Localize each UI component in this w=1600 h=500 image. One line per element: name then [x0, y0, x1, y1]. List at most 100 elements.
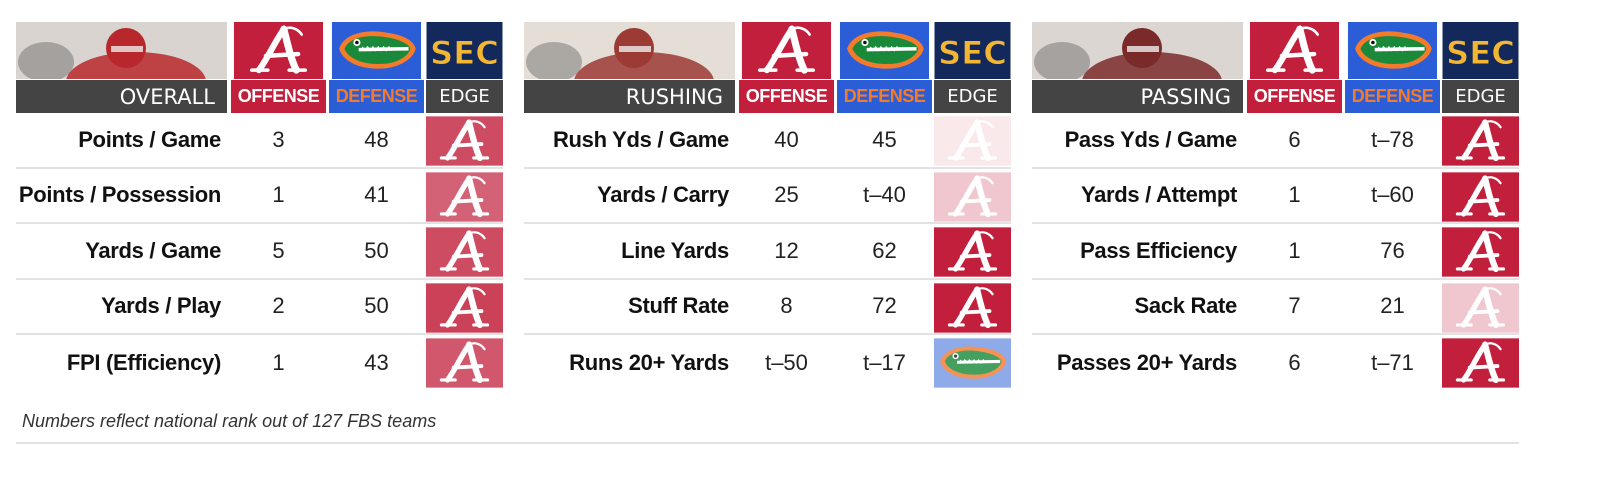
offense-rank: 1	[1288, 182, 1301, 208]
table-row: Line Yards 12 62	[524, 224, 1011, 280]
offense-rank: 6	[1288, 349, 1301, 375]
edge-alabama-icon	[934, 227, 1011, 277]
edge-alabama-icon	[1442, 227, 1519, 277]
header-row: PASSING OFFENSE DEFENSE EDGE	[1032, 80, 1519, 113]
offense-rank: 1	[272, 349, 285, 375]
defense-rank: 43	[364, 349, 389, 375]
offense-rank: 6	[1288, 126, 1301, 152]
sec-logo-icon: SEC	[1442, 22, 1519, 79]
rushing-panel: SEC RUSHING OFFENSE DEFENSE EDGE Rush Yd…	[524, 22, 1011, 391]
stat-label: Points / Possession	[18, 182, 221, 208]
florida-gator-logo-icon	[1345, 22, 1440, 79]
defense-rank: t–40	[863, 182, 906, 208]
edge-alabama-icon	[934, 171, 1011, 222]
table-row: Sack Rate 7 21	[1032, 280, 1519, 335]
edge-alabama-icon	[934, 116, 1011, 166]
defense-rank: 50	[364, 237, 389, 263]
player-photo	[524, 22, 735, 79]
table-row: Rush Yds / Game 40 45	[524, 113, 1011, 169]
defense-rank: 50	[364, 293, 389, 319]
edge-alabama-icon	[426, 171, 503, 222]
defense-rank: t–78	[1371, 126, 1414, 152]
panel-title: PASSING	[1032, 80, 1243, 113]
defense-rank: 41	[364, 182, 389, 208]
table-row: Yards / Play 2 50	[16, 280, 503, 335]
header-row: RUSHING OFFENSE DEFENSE EDGE	[524, 80, 1011, 113]
edge-alabama-icon	[426, 227, 503, 277]
panel-title: RUSHING	[524, 80, 735, 113]
header-row: OVERALL OFFENSE DEFENSE EDGE	[16, 80, 503, 113]
table-row: Pass Yds / Game 6 t–78	[1032, 113, 1519, 169]
stat-rows: Rush Yds / Game 40 45 Yards / Carry 25 t–40 Li…	[524, 113, 1011, 391]
offense-rank: 1	[272, 182, 285, 208]
defense-rank: 21	[1380, 293, 1405, 319]
stat-label: Sack Rate	[1134, 293, 1238, 319]
offense-rank: 3	[272, 126, 285, 152]
defense-header: DEFENSE	[329, 80, 424, 113]
table-row: Passes 20+ Yards 6 t–71	[1032, 335, 1519, 391]
defense-rank: t–71	[1371, 349, 1414, 375]
table-row: Yards / Game 5 50	[16, 224, 503, 280]
svg-text:SEC: SEC	[1446, 34, 1515, 72]
edge-alabama-icon	[1442, 116, 1519, 166]
table-row: Stuff Rate 8 72	[524, 280, 1011, 335]
logo-row: SEC	[524, 22, 1011, 79]
florida-gator-logo-icon	[837, 22, 932, 79]
stat-label: Rush Yds / Game	[552, 126, 729, 152]
stat-label: Yards / Play	[101, 293, 221, 319]
defense-rank: 48	[364, 126, 389, 152]
table-row: Yards / Attempt 1 t–60	[1032, 169, 1519, 224]
player-photo	[1032, 22, 1243, 79]
defense-rank: 76	[1380, 237, 1405, 263]
alabama-logo-icon	[231, 22, 326, 79]
alabama-logo-icon	[739, 22, 834, 79]
defense-rank: t–17	[863, 349, 906, 375]
table-row: Runs 20+ Yards t–50 t–17	[524, 335, 1011, 391]
stat-rows: Points / Game 3 48 Points / Possession 1 41 Ya…	[16, 113, 503, 391]
table-row: Points / Possession 1 41	[16, 169, 503, 224]
edge-florida-icon	[934, 338, 1011, 388]
stat-label: Pass Yds / Game	[1064, 126, 1238, 152]
stat-label: Stuff Rate	[628, 293, 729, 319]
defense-rank: 62	[872, 237, 897, 263]
edge-alabama-icon	[426, 338, 503, 388]
passing-panel: SEC PASSING OFFENSE DEFENSE EDGE Pass Yd…	[1032, 22, 1519, 391]
offense-rank: t–50	[765, 349, 808, 375]
table-row: Yards / Carry 25 t–40	[524, 169, 1011, 224]
stat-label: Pass Efficiency	[1080, 237, 1237, 263]
florida-gator-logo-icon	[329, 22, 424, 79]
offense-rank: 1	[1288, 237, 1301, 263]
defense-header: DEFENSE	[1345, 80, 1440, 113]
footnote: Numbers reflect national rank out of 127…	[22, 411, 437, 431]
panel-title: OVERALL	[16, 80, 227, 113]
offense-rank: 12	[774, 237, 799, 263]
overall-panel: SEC OVERALL OFFENSE DEFENSE EDGE Points …	[16, 22, 503, 391]
offense-header: OFFENSE	[231, 80, 326, 113]
offense-rank: 40	[774, 126, 799, 152]
offense-rank: 2	[272, 293, 285, 319]
stat-label: Passes 20+ Yards	[1056, 349, 1237, 375]
stat-label: FPI (Efficiency)	[66, 349, 221, 375]
edge-alabama-icon	[1442, 171, 1519, 222]
stat-label: Yards / Carry	[597, 182, 729, 208]
edge-alabama-icon	[426, 116, 503, 166]
defense-header: DEFENSE	[837, 80, 932, 113]
defense-rank: t–60	[1371, 182, 1414, 208]
offense-rank: 8	[780, 293, 793, 319]
stat-label: Runs 20+ Yards	[569, 349, 729, 375]
edge-header: EDGE	[934, 80, 1011, 113]
table-row: FPI (Efficiency) 1 43	[16, 335, 503, 391]
stat-label: Yards / Attempt	[1080, 182, 1237, 208]
table-row: Pass Efficiency 1 76	[1032, 224, 1519, 280]
svg-text:SEC: SEC	[430, 34, 499, 72]
offense-rank: 7	[1288, 293, 1301, 319]
offense-header: OFFENSE	[739, 80, 834, 113]
svg-text:SEC: SEC	[938, 34, 1007, 72]
logo-row: SEC	[16, 22, 503, 79]
defense-rank: 72	[872, 293, 897, 319]
bottom-divider	[16, 442, 1519, 444]
logo-row: SEC	[1032, 22, 1519, 79]
sec-logo-icon: SEC	[426, 22, 503, 79]
edge-header: EDGE	[1442, 80, 1519, 113]
stat-label: Line Yards	[621, 237, 729, 263]
